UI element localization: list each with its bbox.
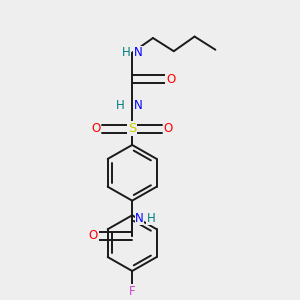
Text: O: O [166, 73, 176, 85]
Text: S: S [128, 122, 136, 135]
Text: H: H [122, 46, 131, 59]
Text: F: F [129, 285, 136, 298]
Text: H: H [116, 99, 125, 112]
Text: O: O [91, 122, 101, 135]
Text: O: O [88, 229, 98, 242]
Text: N: N [134, 99, 142, 112]
Text: H: H [147, 212, 156, 225]
Text: O: O [164, 122, 173, 135]
Text: N: N [134, 46, 142, 59]
Text: N: N [135, 212, 144, 225]
